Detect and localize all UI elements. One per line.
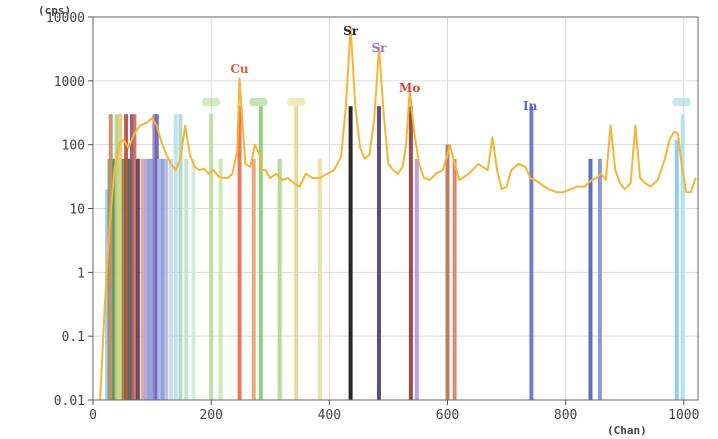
element-marker-bar [445,144,450,400]
element-marker-bar [277,158,282,400]
x-tick-label: 400 [318,408,341,423]
element-marker-bar [121,158,126,400]
element-marker-bar [118,114,123,401]
element-marker-bar [674,139,679,401]
element-marker-bar [209,114,214,401]
element-marker-bar [144,158,149,400]
element-marker-bar [317,158,322,400]
element-marker-bar [105,189,110,400]
y-tick-label: 10000 [46,11,85,26]
element-marker-bar [127,158,132,400]
x-tick-label: 0 [89,408,97,423]
x-axis-ticks: 0 200 400 600 800 1000 [89,400,699,423]
peak-labels: Cu Sr Sr Mo In [202,24,691,113]
peak-label: Sr [343,24,359,38]
peak-label: Sr [371,41,387,55]
faint-peak-label [202,98,221,106]
element-marker-bar [135,158,140,400]
y-tick-label: 0.01 [54,394,85,409]
element-marker-bar [164,158,169,400]
faint-peak-label [287,98,306,106]
element-marker-bar [588,158,593,400]
element-marker-bar [168,158,173,400]
element-marker-bar [112,158,117,400]
x-axis-unit: (Chan) [607,424,647,437]
y-tick-label: 10 [69,203,85,218]
element-marker-bar [114,114,119,401]
y-tick-label: 1000 [54,75,85,90]
element-marker-bar [294,106,299,400]
element-marker-bar [150,158,155,400]
element-marker-bar [348,106,353,400]
y-tick-label: 1 [77,266,85,281]
element-marker-bar [258,106,263,400]
element-marker-bar [129,114,134,401]
element-marker-bar [218,158,223,400]
y-axis-unit: (cps) [38,4,71,17]
element-marker-bar [408,106,413,400]
faint-peak-label [672,98,691,106]
element-marker-bar [173,114,178,401]
element-marker-bar [184,158,189,400]
element-marker-bar [191,158,196,400]
element-marker-bar [124,114,129,401]
element-marker-bar [140,158,145,400]
x-tick-label: 800 [554,408,577,423]
element-marker-bar [108,114,113,401]
peak-label: Mo [399,81,420,95]
element-marker-bar [157,158,162,400]
element-marker-bar [237,106,242,400]
peak-label: In [523,99,538,113]
element-marker-bar [414,158,419,400]
faint-peak-label [249,98,268,106]
spectrum-line [99,25,697,401]
element-marker-bar [251,158,256,400]
element-marker-bar [597,158,602,400]
element-marker-bar [152,114,157,401]
y-axis-ticks: 0.01 0.1 1 10 100 1000 10000 [46,11,93,409]
element-marker-bar [529,106,534,400]
element-marker-bar [178,114,183,401]
element-marker-bar [452,158,457,400]
x-tick-label: 200 [199,408,222,423]
element-markers [105,106,685,401]
element-marker-bar [160,158,165,400]
element-marker-bar [132,114,137,401]
element-marker-bar [376,106,381,400]
element-marker-bar [147,158,152,400]
x-tick-label: 1000 [668,408,699,423]
peak-label: Cu [230,62,249,76]
y-tick-label: 100 [62,139,85,154]
element-marker-bar [680,114,685,401]
y-tick-label: 0.1 [62,330,85,345]
element-marker-bar [154,114,159,401]
x-tick-label: 600 [436,408,459,423]
